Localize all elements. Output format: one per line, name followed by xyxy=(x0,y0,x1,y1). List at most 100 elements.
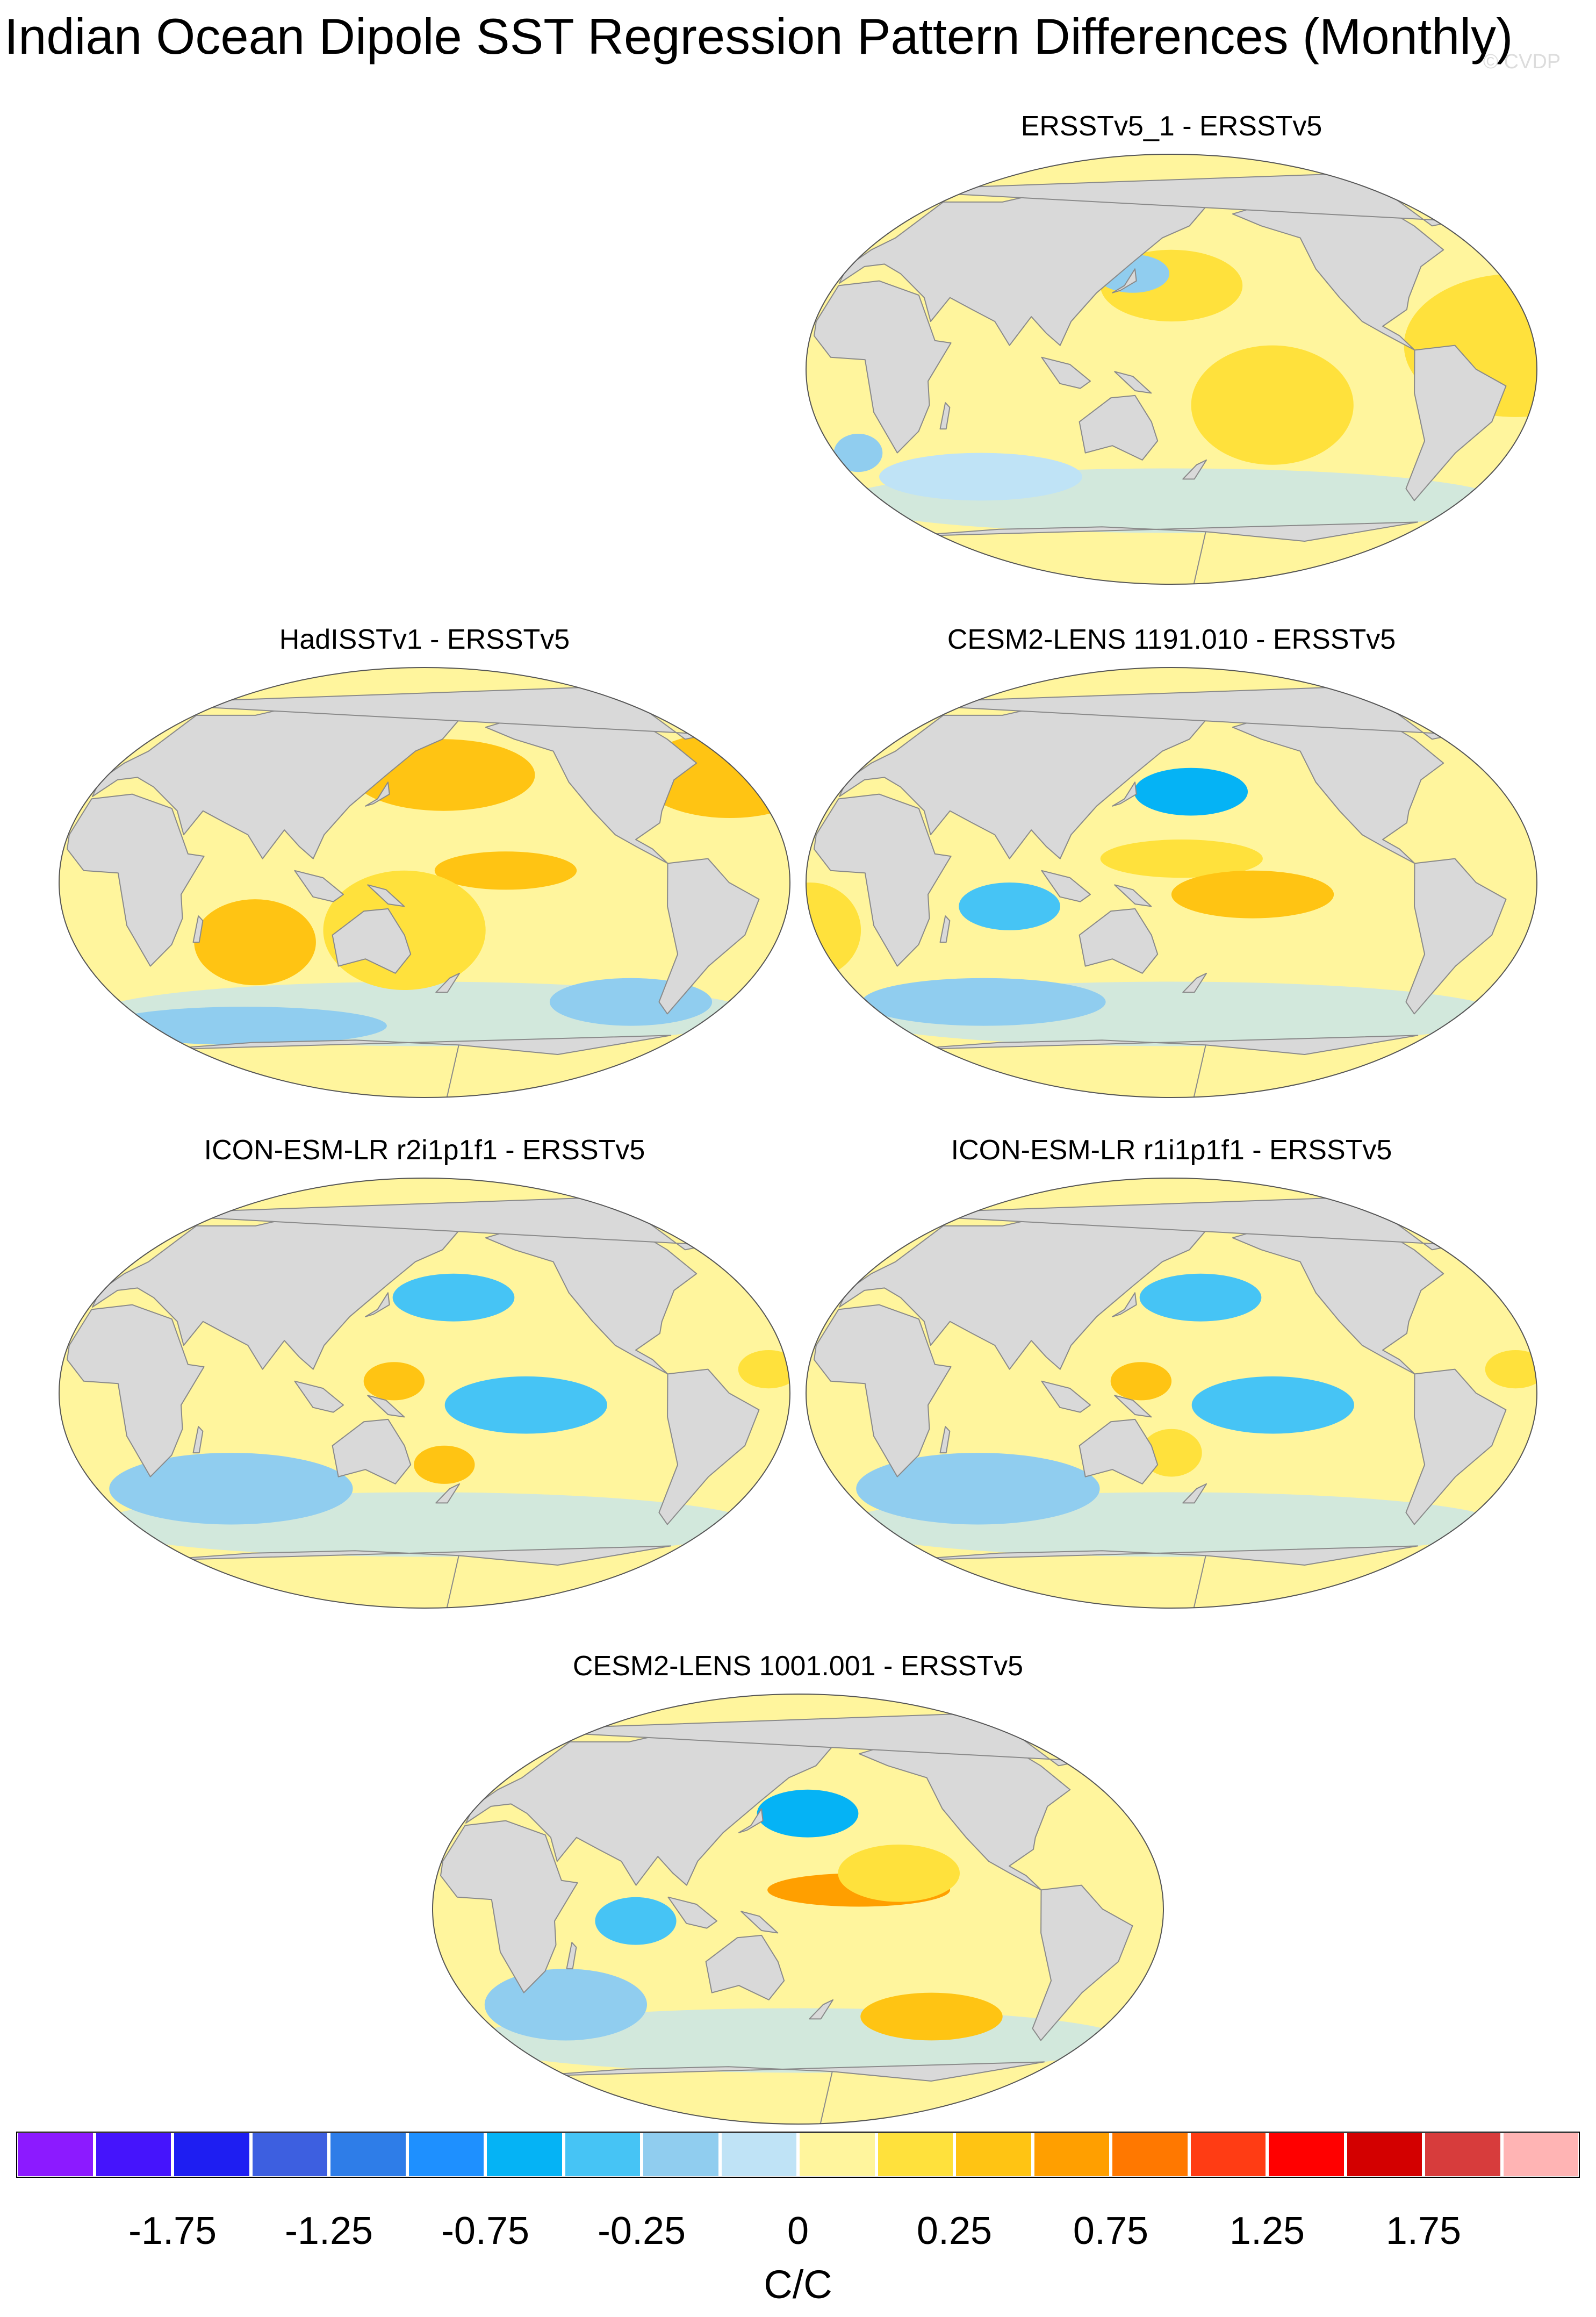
land-eurasia xyxy=(838,184,1206,346)
land-madagascar xyxy=(192,1426,204,1454)
land-japan xyxy=(1112,268,1137,293)
map-cesm2-1191 xyxy=(806,667,1537,1098)
land-australia xyxy=(332,908,412,974)
land-eurasia xyxy=(838,1208,1206,1370)
colorbar-box xyxy=(250,2132,329,2178)
map-outline xyxy=(806,154,1537,585)
sst-anomaly-patch xyxy=(1110,1362,1172,1401)
colorbar xyxy=(16,2132,1580,2178)
colorbar-box xyxy=(407,2132,485,2178)
panel-title: ERSSTv5_1 - ERSSTv5 xyxy=(1020,111,1322,142)
sst-anomaly-patch xyxy=(109,1453,353,1525)
colorbar-tick-label: -1.75 xyxy=(128,2210,217,2253)
land-new-zealand xyxy=(435,1483,461,1504)
land-indonesia xyxy=(294,870,344,902)
land-new-zealand xyxy=(1182,972,1207,993)
map-hadisstv1 xyxy=(59,667,790,1098)
colorbar-tick-label: -1.25 xyxy=(284,2210,373,2253)
land-indonesia xyxy=(1041,870,1091,902)
colorbar-box xyxy=(485,2132,564,2178)
colorbar-box xyxy=(1267,2132,1346,2178)
land-australia xyxy=(1079,394,1159,461)
colorbar-box xyxy=(1189,2132,1267,2178)
sst-anomaly-patch xyxy=(484,1969,647,2041)
land-africa xyxy=(814,280,952,454)
colorbar-box xyxy=(1501,2132,1580,2178)
panel-title: CESM2-LENS 1191.010 - ERSSTv5 xyxy=(947,624,1396,655)
colorbar-units: C/C xyxy=(764,2262,832,2307)
land-australia xyxy=(705,1934,785,2000)
land-australia xyxy=(1079,1418,1159,1484)
page-title: Indian Ocean Dipole SST Regression Patte… xyxy=(4,8,1513,64)
land-eurasia xyxy=(91,698,459,859)
land-eurasia xyxy=(91,1208,459,1370)
map-outline xyxy=(806,667,1537,1098)
land-madagascar xyxy=(939,1426,951,1454)
land-indonesia xyxy=(1041,356,1091,389)
land-japan xyxy=(365,781,390,807)
panel-title: ICON-ESM-LR r2i1p1f1 - ERSSTv5 xyxy=(204,1135,645,1166)
sst-anomaly-patch xyxy=(363,1362,425,1401)
map-panel-cesm2-1001: CESM2-LENS 1001.001 - ERSSTv5 xyxy=(427,1650,1169,2134)
land-africa xyxy=(440,1820,578,1993)
colorbar-box xyxy=(329,2132,407,2178)
land-japan xyxy=(738,1808,764,1833)
sst-anomaly-patch xyxy=(1171,870,1334,919)
land-africa xyxy=(814,793,952,967)
colorbar-tick-label: 0.75 xyxy=(1073,2210,1149,2253)
land-japan xyxy=(365,1292,390,1317)
sst-anomaly-patch xyxy=(1139,1273,1262,1322)
land-indonesia xyxy=(1041,1380,1091,1413)
land-new-guinea xyxy=(1114,371,1152,394)
sst-anomaly-patch xyxy=(1134,767,1248,816)
colorbar-box xyxy=(94,2132,172,2178)
map-icon-r1 xyxy=(806,1178,1537,1609)
sst-anomaly-patch xyxy=(959,883,1060,930)
sst-anomaly-patch xyxy=(595,1897,677,1945)
land-africa xyxy=(814,1304,952,1477)
sst-anomaly-patch xyxy=(757,1789,859,1838)
colorbar-tick-label: 0 xyxy=(787,2210,809,2253)
land-new-zealand xyxy=(809,1999,834,2020)
colorbar-box xyxy=(954,2132,1033,2178)
land-antarctica xyxy=(900,1035,1419,1097)
sst-anomaly-patch xyxy=(103,1007,387,1045)
land-eurasia xyxy=(465,1724,833,1886)
sst-anomaly-patch xyxy=(879,453,1082,501)
colorbar-box xyxy=(1032,2132,1111,2178)
land-south-america xyxy=(1405,858,1507,1015)
land-new-zealand xyxy=(1182,459,1207,480)
land-antarctica xyxy=(153,1545,672,1608)
colorbar-box xyxy=(1111,2132,1189,2178)
map-outline xyxy=(59,1178,790,1609)
land-australia xyxy=(332,1418,412,1484)
panel-title: CESM2-LENS 1001.001 - ERSSTv5 xyxy=(572,1651,1024,1682)
land-madagascar xyxy=(566,1942,577,1970)
colorbar-box xyxy=(876,2132,954,2178)
sst-anomaly-patch xyxy=(444,1376,607,1434)
map-outline xyxy=(432,1694,1164,2125)
colorbar-box xyxy=(720,2132,798,2178)
sst-anomaly-patch xyxy=(1100,840,1263,878)
land-indonesia xyxy=(294,1380,344,1413)
map-panel-ersstv5-1: ERSSTv5_1 - ERSSTv5 xyxy=(801,110,1542,594)
colorbar-box xyxy=(1345,2132,1424,2178)
sst-anomaly-patch xyxy=(1191,1376,1354,1434)
sst-anomaly-patch xyxy=(194,899,316,986)
map-panel-icon-r1: ICON-ESM-LR r1i1p1f1 - ERSSTv5 xyxy=(801,1134,1542,1618)
sst-anomaly-patch xyxy=(1485,1350,1537,1389)
land-antarctica xyxy=(527,2061,1045,2124)
sst-anomaly-patch xyxy=(862,978,1106,1026)
land-madagascar xyxy=(939,402,951,430)
land-south-america xyxy=(658,1368,760,1525)
land-new-guinea xyxy=(741,1911,779,1934)
land-antarctica xyxy=(900,1545,1419,1608)
land-africa xyxy=(67,1304,205,1477)
land-africa xyxy=(67,793,205,967)
map-ersstv5-1 xyxy=(806,154,1537,585)
sst-anomaly-patch xyxy=(833,434,883,472)
map-panel-hadisstv1: HadISSTv1 - ERSSTv5 xyxy=(54,623,795,1107)
colorbar-box xyxy=(563,2132,642,2178)
panel-title: ICON-ESM-LR r1i1p1f1 - ERSSTv5 xyxy=(951,1135,1392,1166)
land-new-zealand xyxy=(1182,1483,1207,1504)
